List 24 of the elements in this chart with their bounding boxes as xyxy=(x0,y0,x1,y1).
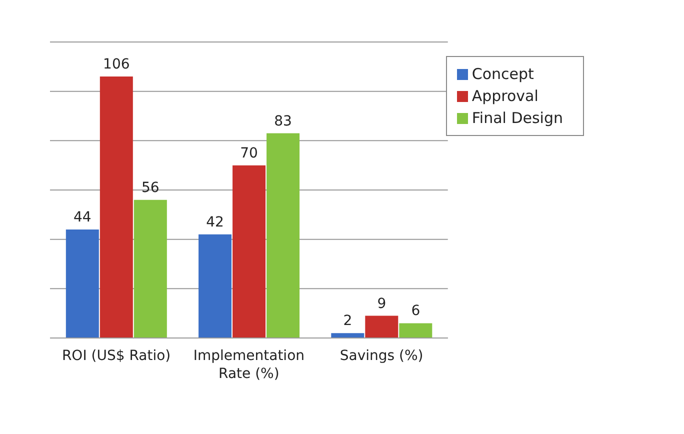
bar xyxy=(266,133,300,338)
data-label: 2 xyxy=(343,313,352,330)
data-label: 9 xyxy=(377,296,386,312)
x-tick-label: ROI (US$ Ratio) xyxy=(62,348,171,364)
data-label: 83 xyxy=(274,113,292,130)
legend-label: Final Design xyxy=(472,109,563,127)
bar xyxy=(198,234,232,338)
legend-label: Concept xyxy=(472,65,534,83)
data-label: 70 xyxy=(240,145,258,162)
data-label: 42 xyxy=(206,214,224,230)
data-label: 106 xyxy=(103,56,130,73)
x-tick-label: Savings (%) xyxy=(340,348,424,364)
bar xyxy=(365,316,398,338)
data-label: 56 xyxy=(142,180,160,196)
bar xyxy=(331,333,364,338)
legend-label: Approval xyxy=(472,87,538,105)
bar xyxy=(399,323,432,338)
data-label: 44 xyxy=(74,209,92,226)
data-label: 6 xyxy=(411,303,420,320)
x-tick-label: Implementation Rate (%) xyxy=(193,348,305,382)
bar xyxy=(66,229,99,338)
bar xyxy=(134,200,167,338)
bar xyxy=(232,165,266,338)
bar xyxy=(100,76,133,338)
